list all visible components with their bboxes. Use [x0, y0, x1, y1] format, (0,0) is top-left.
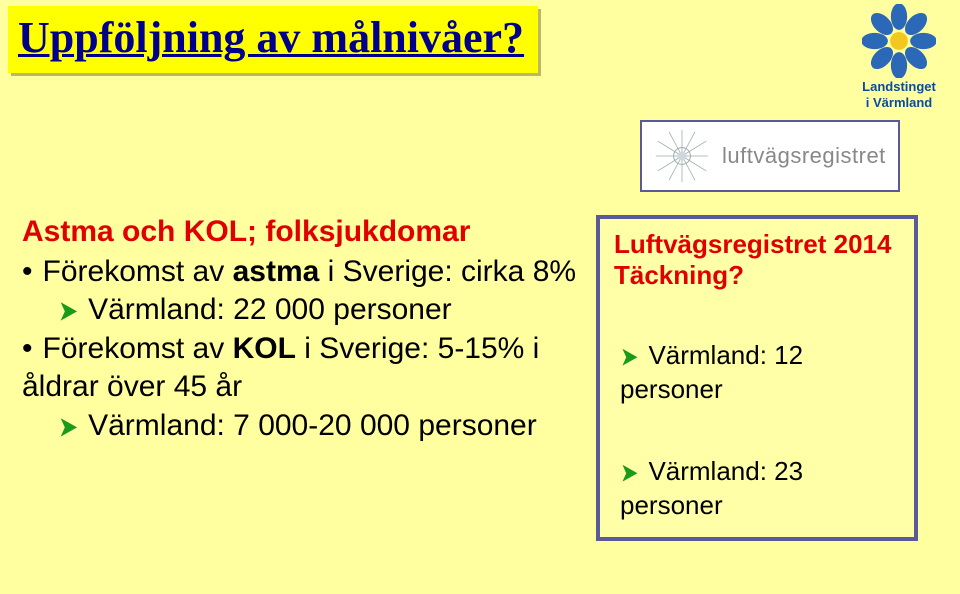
chevron-icon	[58, 409, 88, 442]
l1-em: astma	[233, 255, 320, 288]
l3-em: KOL	[233, 332, 296, 365]
spacer	[614, 291, 900, 339]
right-subheader: Täckning?	[614, 260, 900, 291]
slide-title: Uppföljning av målnivåer?	[18, 13, 524, 62]
snowflake-icon	[862, 4, 936, 78]
spacer	[614, 407, 900, 455]
slide-title-box: Uppföljning av målnivåer?	[8, 6, 538, 73]
logo-text-line2: i Värmland	[844, 96, 954, 110]
left-line-3: Förekomst av KOL i Sverige: 5-15% i åldr…	[22, 330, 582, 407]
l4-text: Värmland: 7 000-20 000 personer	[88, 409, 537, 442]
logo-text-line1: Landstinget	[844, 80, 954, 94]
l2-text: Värmland: 22 000 personer	[88, 293, 452, 326]
l1-pre: Förekomst av	[43, 255, 233, 288]
left-line-4: Värmland: 7 000-20 000 personer	[22, 407, 582, 445]
right-box: Luftvägsregistret 2014 Täckning? Värmlan…	[596, 215, 918, 541]
right-line-1: Värmland: 12 personer	[614, 339, 900, 407]
left-header: Astma och KOL; folksjukdomar	[22, 215, 582, 249]
registry-badge: luftvägsregistret	[640, 120, 900, 192]
r1-text: Värmland: 12 personer	[620, 340, 803, 404]
landstinget-logo: Landstinget i Värmland	[844, 4, 954, 111]
chevron-icon	[620, 340, 648, 370]
sunburst-icon	[654, 128, 710, 184]
l3-pre: Förekomst av	[43, 332, 233, 365]
chevron-icon	[620, 456, 648, 486]
chevron-icon	[58, 293, 88, 326]
bullet-dot-icon	[22, 332, 43, 365]
left-line-2: Värmland: 22 000 personer	[22, 291, 582, 329]
left-line-1: Förekomst av astma i Sverige: cirka 8%	[22, 253, 582, 291]
r2-text: Värmland: 23 personer	[620, 456, 803, 520]
l1-post: i Sverige: cirka 8%	[319, 255, 576, 288]
left-content: Astma och KOL; folksjukdomar Förekomst a…	[22, 215, 582, 445]
bullet-dot-icon	[22, 255, 43, 288]
right-line-2: Värmland: 23 personer	[614, 455, 900, 523]
registry-label: luftvägsregistret	[722, 143, 886, 169]
right-header: Luftvägsregistret 2014	[614, 229, 900, 260]
